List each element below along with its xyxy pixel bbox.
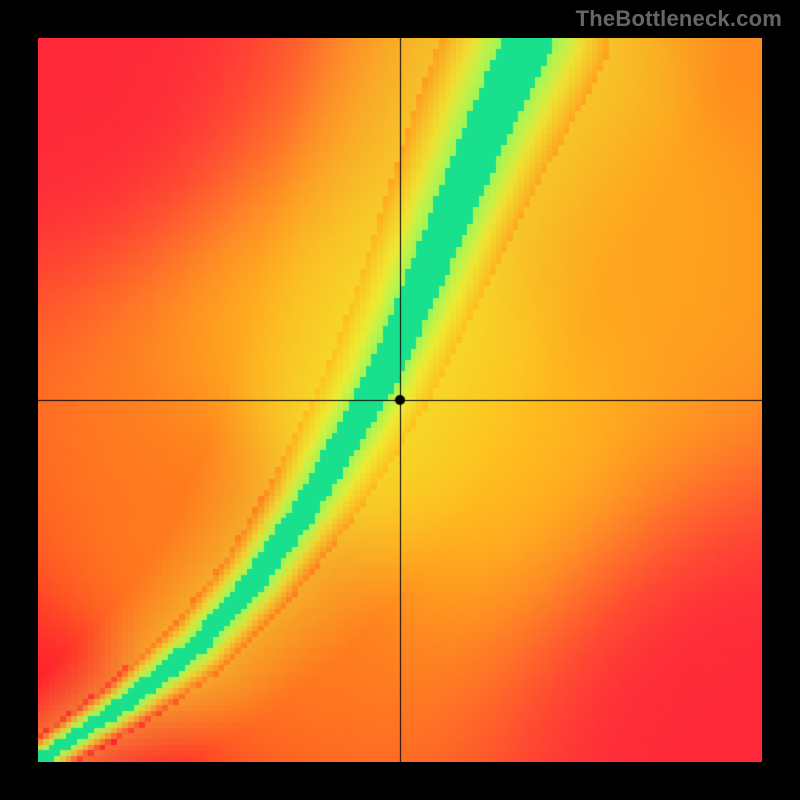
- watermark-text: TheBottleneck.com: [576, 6, 782, 32]
- bottleneck-heatmap: [38, 38, 762, 762]
- root-container: { "watermark": { "text": "TheBottleneck.…: [0, 0, 800, 800]
